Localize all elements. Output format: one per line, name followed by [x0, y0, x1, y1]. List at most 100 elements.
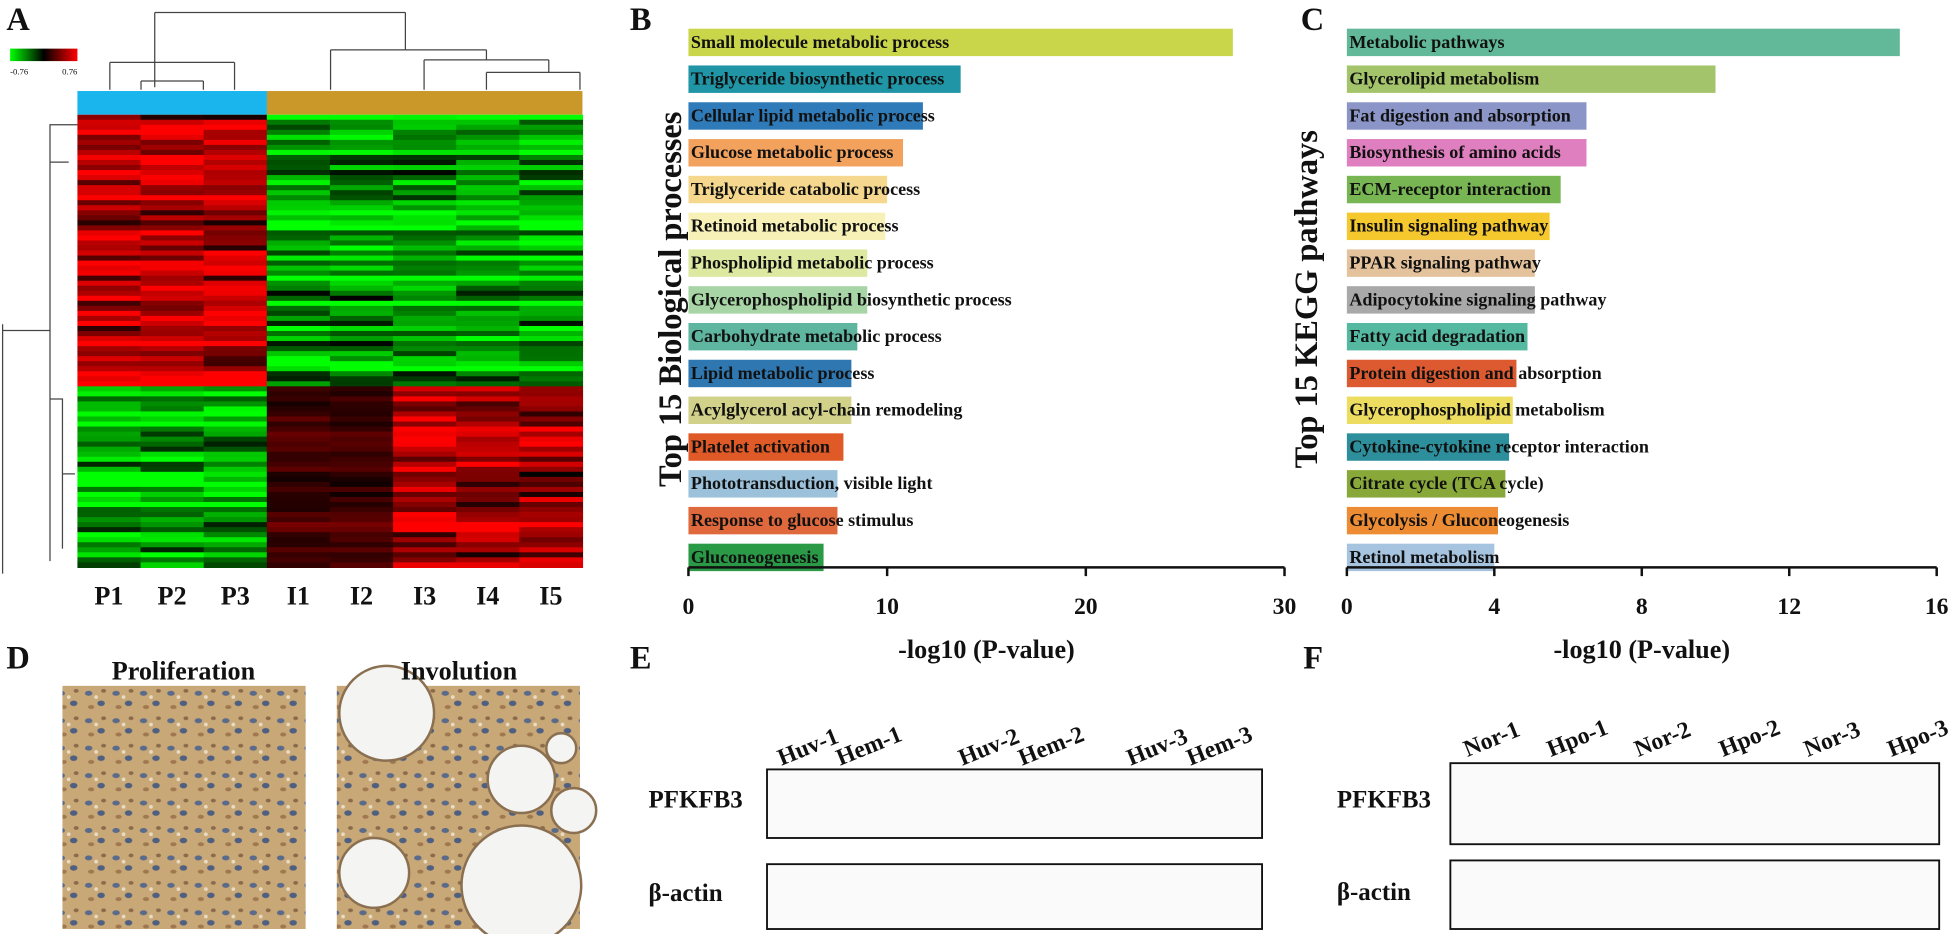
- heatmap-cell: [266, 476, 331, 483]
- heatmap-cell: [393, 255, 457, 262]
- heatmap-cell: [329, 562, 394, 569]
- heatmap-cell: [329, 149, 394, 156]
- heatmap-cell: [393, 265, 457, 272]
- heatmap-cell: [519, 517, 584, 523]
- heatmap-cell: [329, 356, 394, 362]
- x-tick-label: 20: [1074, 594, 1098, 620]
- heatmap-cell: [456, 225, 520, 232]
- heatmap-cell: [456, 245, 520, 252]
- heatmap-cell: [519, 547, 584, 553]
- y-axis-title: Top 15 KEGG pathways: [1289, 130, 1325, 468]
- heatmap-cell: [329, 300, 394, 307]
- heatmap-cell: [140, 451, 205, 458]
- heatmap-cell: [203, 542, 268, 548]
- heatmap-cell: [140, 175, 205, 181]
- heatmap-cell: [140, 496, 205, 503]
- heatmap-cell: [140, 522, 205, 528]
- heatmap-cell: [203, 310, 268, 317]
- heatmap-cell: [266, 356, 331, 362]
- heatmap-cell: [203, 154, 268, 161]
- heatmap-cell: [456, 496, 520, 503]
- bar: [1346, 286, 1535, 314]
- heatmap-cell: [203, 144, 268, 151]
- heatmap-cell: [203, 517, 268, 523]
- heatmap-cell: [329, 386, 394, 392]
- heatmap-cell: [140, 426, 205, 433]
- heatmap-cell: [456, 330, 520, 337]
- heatmap-cell: [203, 235, 268, 242]
- category-label: Glycerophospholipid metabolism: [1349, 400, 1604, 420]
- heatmap-cell: [203, 381, 268, 387]
- heatmap-cell: [329, 471, 394, 478]
- category-label: Cytokine-cytokine receptor interaction: [1349, 436, 1649, 456]
- heatmap-cell: [329, 361, 394, 367]
- heatmap-cell: [140, 255, 205, 262]
- heatmap-cell: [140, 366, 205, 372]
- heatmap-cell: [266, 366, 331, 372]
- heatmap-cell: [203, 320, 268, 327]
- heatmap-cell: [266, 547, 331, 553]
- heatmap-cell: [519, 406, 584, 413]
- heatmap-cell: [77, 512, 142, 518]
- heatmap-cell: [203, 300, 268, 307]
- heatmap-cell: [77, 230, 142, 237]
- heatmap-cell: [329, 461, 394, 468]
- heatmap-cell: [203, 476, 268, 483]
- heatmap-cell: [77, 522, 142, 528]
- heatmap-cell: [266, 431, 331, 438]
- heatmap-cell: [393, 124, 457, 131]
- heatmap-cell: [456, 491, 520, 498]
- category-label: ECM-receptor interaction: [1349, 179, 1551, 199]
- category-label: Acylglycerol acyl-chain remodeling: [691, 400, 962, 420]
- heatmap-cell: [203, 441, 268, 448]
- heatmap-cell: [77, 476, 142, 483]
- heatmap-cell: [329, 295, 394, 302]
- heatmap-cell: [519, 336, 584, 342]
- heatmap-cell: [140, 230, 205, 237]
- bar: [688, 286, 868, 314]
- heatmap-cell: [140, 315, 205, 322]
- heatmap-cell: [329, 466, 394, 473]
- heatmap-cell: [329, 285, 394, 292]
- heatmap-cell: [140, 491, 205, 498]
- heatmap-cell: [456, 446, 520, 453]
- heatmap-cell: [140, 481, 205, 488]
- heatmap-cell: [203, 496, 268, 503]
- heatmap-cell: [519, 381, 584, 387]
- category-label: Carbohydrate metabolic process: [691, 326, 942, 346]
- heatmap-cell: [203, 436, 268, 443]
- heatmap-cell: [519, 431, 584, 438]
- heatmap-cell: [329, 190, 394, 196]
- heatmap-cell: [329, 371, 394, 377]
- heatmap-cell: [140, 119, 205, 126]
- heatmap-cell: [456, 552, 520, 558]
- heatmap-cell: [456, 205, 520, 211]
- heatmap-cell: [393, 401, 457, 408]
- bar: [1346, 212, 1550, 241]
- heatmap-cell: [203, 215, 268, 221]
- heatmap-cell: [266, 441, 331, 448]
- lane-label: Hpo-2: [1716, 715, 1784, 763]
- heatmap-cell: [77, 411, 142, 418]
- heatmap-cell: [266, 542, 331, 548]
- heatmap-cell: [456, 119, 520, 126]
- heatmap-cell: [329, 421, 394, 428]
- heatmap-cell: [393, 356, 457, 362]
- heatmap-cell: [266, 466, 331, 473]
- heatmap-cell: [77, 290, 142, 297]
- heatmap-cell: [266, 552, 331, 558]
- heatmap-cell: [456, 195, 520, 201]
- heatmap-cell: [77, 265, 142, 272]
- heatmap-cell: [77, 456, 142, 463]
- panel-label: A: [6, 2, 30, 38]
- heatmap-cell: [393, 562, 457, 569]
- heatmap-cell: [393, 451, 457, 458]
- heatmap-cell: [203, 240, 268, 247]
- heatmap-cell: [456, 295, 520, 302]
- heatmap-cell: [77, 366, 142, 372]
- heatmap-cell: [203, 411, 268, 418]
- heatmap-cell: [140, 129, 205, 136]
- heatmap-cell: [519, 361, 584, 367]
- bar: [688, 175, 888, 204]
- x-axis-title: -log10 (P-value): [898, 635, 1075, 664]
